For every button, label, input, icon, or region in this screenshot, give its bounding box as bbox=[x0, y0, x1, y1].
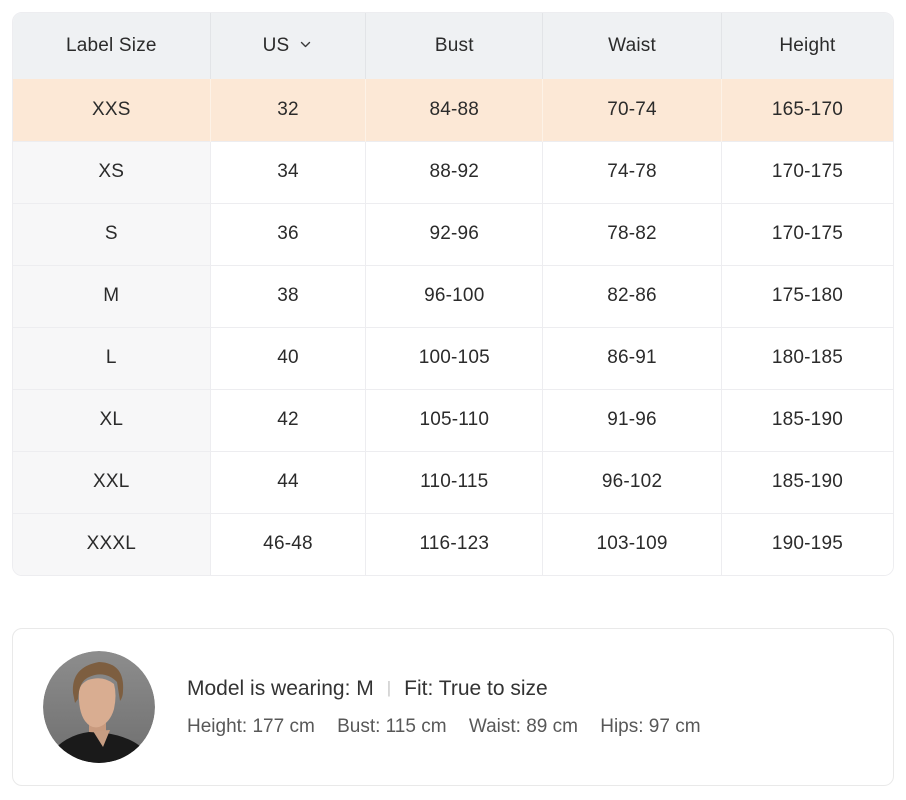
size-chart-table: Label Size US Bust Waist bbox=[13, 13, 893, 575]
table-row: L 40 100-105 86-91 180-185 bbox=[13, 326, 893, 389]
table-cell: 100-105 bbox=[365, 326, 543, 389]
size-label-cell: XL bbox=[13, 388, 211, 451]
model-wearing-text: Model is wearing: M bbox=[187, 676, 374, 700]
table-cell: 70-74 bbox=[542, 79, 722, 141]
column-header-waist: Waist bbox=[542, 13, 722, 79]
size-label-cell: XS bbox=[13, 140, 211, 203]
divider: | bbox=[386, 677, 392, 697]
column-header-height: Height bbox=[720, 13, 893, 79]
table-cell: 36 bbox=[209, 202, 366, 265]
model-height: Height: 177 cm bbox=[187, 715, 315, 737]
table-cell: 96-100 bbox=[365, 264, 543, 327]
column-header-label-size: Label Size bbox=[13, 13, 211, 79]
table-row: XXL 44 110-115 96-102 185-190 bbox=[13, 450, 893, 513]
table-cell: 165-170 bbox=[720, 79, 893, 141]
table-cell: 74-78 bbox=[542, 140, 722, 203]
size-label-cell: XXXL bbox=[13, 512, 211, 575]
table-cell: 82-86 bbox=[542, 264, 722, 327]
table-cell: 116-123 bbox=[365, 512, 543, 575]
table-cell: 34 bbox=[209, 140, 366, 203]
unit-dropdown[interactable]: US bbox=[263, 34, 314, 58]
model-avatar-image bbox=[43, 651, 155, 763]
table-cell: 170-175 bbox=[720, 140, 893, 203]
table-cell: 40 bbox=[209, 326, 366, 389]
table-cell: 32 bbox=[209, 79, 366, 141]
model-wearing-line: Model is wearing: M | Fit: True to size bbox=[187, 677, 701, 701]
table-cell: 96-102 bbox=[542, 450, 722, 513]
table-cell: 78-82 bbox=[542, 202, 722, 265]
table-row: M 38 96-100 82-86 175-180 bbox=[13, 264, 893, 327]
table-cell: 103-109 bbox=[542, 512, 722, 575]
column-header-us-unit: US bbox=[209, 13, 366, 79]
table-cell: 185-190 bbox=[720, 450, 893, 513]
table-cell: 105-110 bbox=[365, 388, 543, 451]
size-label-cell: XXL bbox=[13, 450, 211, 513]
table-cell: 175-180 bbox=[720, 264, 893, 327]
unit-dropdown-value: US bbox=[262, 35, 290, 56]
table-cell: 190-195 bbox=[720, 512, 893, 575]
table-row: XXS 32 84-88 70-74 165-170 bbox=[13, 79, 893, 141]
model-waist: Waist: 89 cm bbox=[468, 715, 578, 737]
fit-text: Fit: True to size bbox=[404, 676, 548, 700]
table-cell: 44 bbox=[209, 450, 366, 513]
table-cell: 84-88 bbox=[365, 79, 543, 141]
table-row: XS 34 88-92 74-78 170-175 bbox=[13, 140, 893, 203]
table-cell: 86-91 bbox=[542, 326, 722, 389]
table-cell: 180-185 bbox=[720, 326, 893, 389]
size-label-cell: M bbox=[13, 264, 211, 327]
model-measurements-line: Height: 177 cm Bust: 115 cm Waist: 89 cm… bbox=[187, 716, 701, 738]
size-label-cell: XXS bbox=[13, 79, 211, 141]
table-row: XXXL 46-48 116-123 103-109 190-195 bbox=[13, 512, 893, 575]
table-cell: 170-175 bbox=[720, 202, 893, 265]
table-cell: 92-96 bbox=[365, 202, 543, 265]
column-header-bust: Bust bbox=[365, 13, 543, 79]
model-photo bbox=[43, 651, 155, 763]
chevron-down-icon bbox=[298, 36, 313, 58]
size-label-cell: S bbox=[13, 202, 211, 265]
table-cell: 46-48 bbox=[209, 512, 366, 575]
model-info-card: Model is wearing: M | Fit: True to size … bbox=[12, 628, 894, 786]
table-header-row: Label Size US Bust Waist bbox=[13, 13, 893, 79]
model-bust: Bust: 115 cm bbox=[337, 715, 447, 737]
table-body: XXS 32 84-88 70-74 165-170 XS 34 88-92 74-78 170-… bbox=[13, 79, 893, 575]
table-cell: 110-115 bbox=[365, 450, 543, 513]
table-cell: 42 bbox=[209, 388, 366, 451]
table-cell: 88-92 bbox=[365, 140, 543, 203]
table-row: XL 42 105-110 91-96 185-190 bbox=[13, 388, 893, 451]
table-cell: 91-96 bbox=[542, 388, 722, 451]
table-cell: 185-190 bbox=[720, 388, 893, 451]
table-row: S 36 92-96 78-82 170-175 bbox=[13, 202, 893, 265]
model-hips: Hips: 97 cm bbox=[600, 715, 701, 737]
model-details: Model is wearing: M | Fit: True to size … bbox=[187, 677, 701, 738]
size-chart-card: Label Size US Bust Waist bbox=[12, 12, 894, 576]
table-cell: 38 bbox=[209, 264, 366, 327]
size-label-cell: L bbox=[13, 326, 211, 389]
